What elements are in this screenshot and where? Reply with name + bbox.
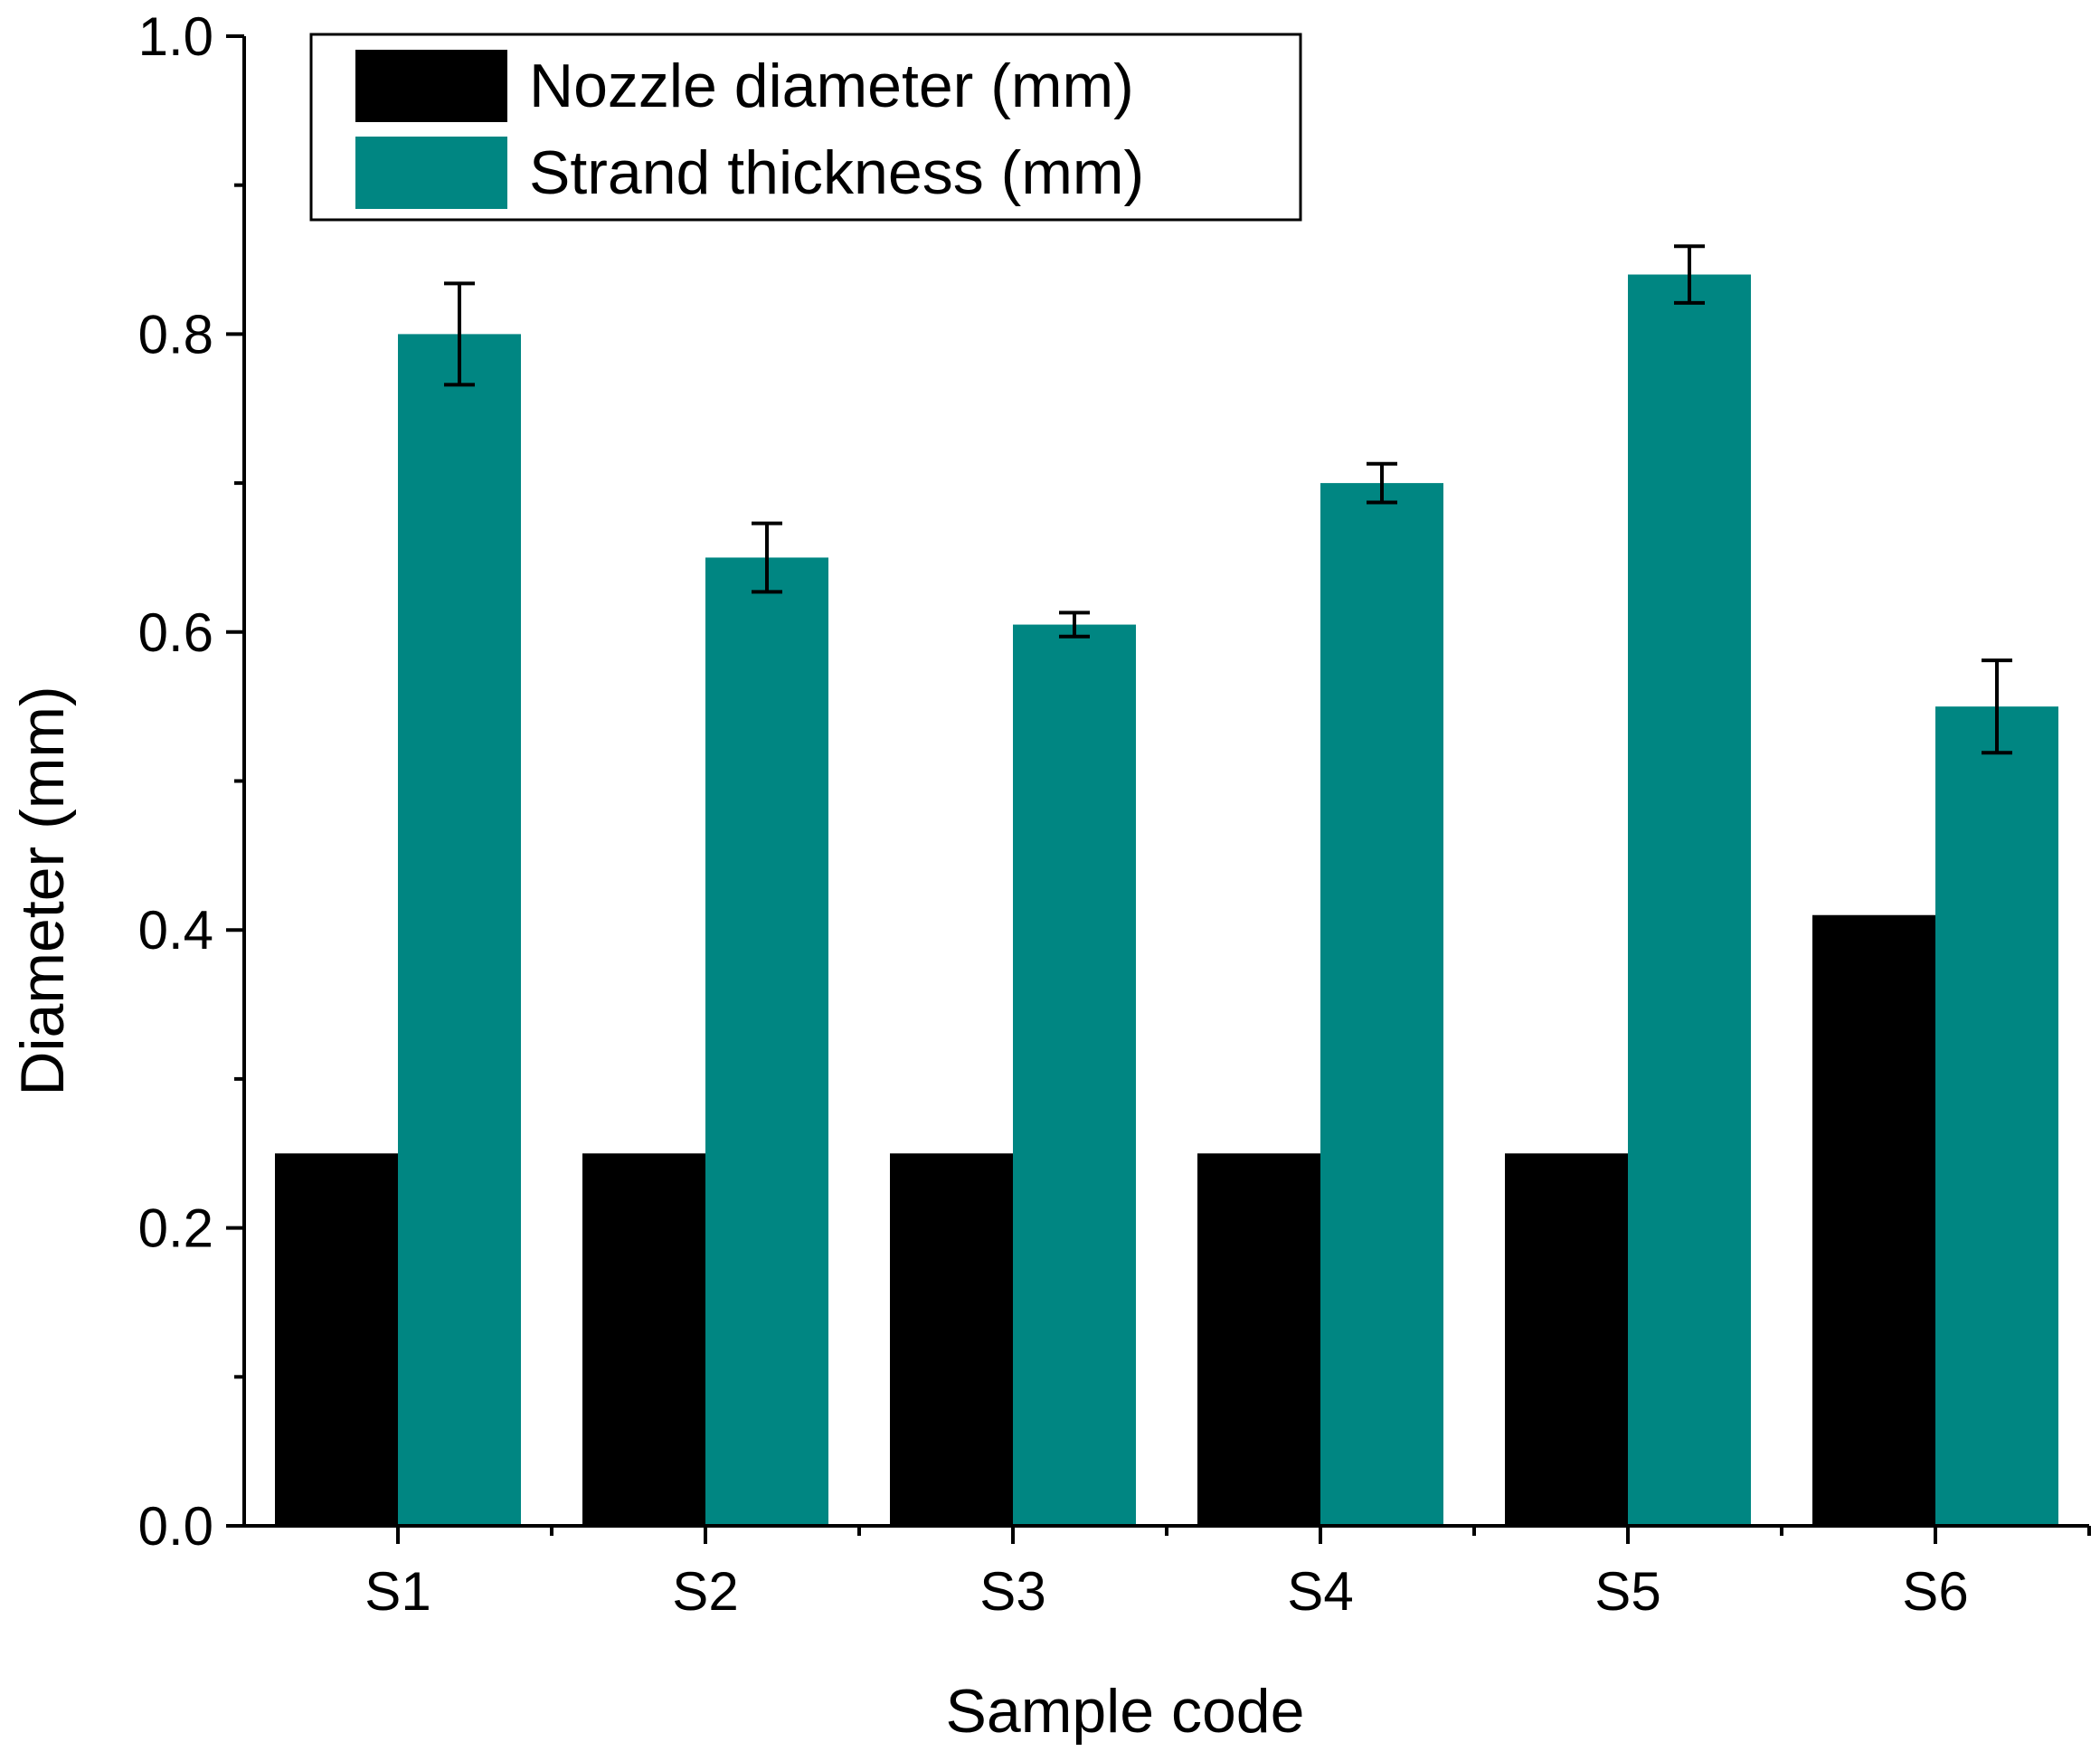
bar-strand-s1	[398, 334, 521, 1526]
bar-strand-s2	[705, 557, 828, 1527]
bar-nozzle-s2	[582, 1153, 705, 1526]
y-tick-label: 0.8	[138, 304, 213, 365]
bar-strand-s5	[1628, 274, 1751, 1526]
bar-nozzle-s3	[890, 1153, 1013, 1526]
bar-nozzle-s6	[1812, 914, 1935, 1526]
bar-nozzle-s1	[275, 1153, 398, 1526]
y-tick-label: 0.4	[138, 900, 213, 961]
bars-layer	[275, 274, 2058, 1527]
y-axis-title: Diameter (mm)	[8, 686, 77, 1095]
x-tick-label-s5: S5	[1594, 1561, 1660, 1622]
bar-strand-s4	[1320, 483, 1443, 1526]
legend-swatch-nozzle	[355, 50, 507, 122]
x-tick-label-s6: S6	[1902, 1561, 1968, 1622]
x-tick-label-s2: S2	[672, 1561, 738, 1622]
labels-layer: 0.0 0.2 0.4 0.6 0.8 1.0 S1 S2 S3 S4 S5 S6 Sample cod…	[8, 6, 1969, 1746]
bar-strand-s3	[1013, 624, 1136, 1526]
y-tick-label: 0.2	[138, 1198, 213, 1259]
legend-label-nozzle: Nozzle diameter (mm)	[529, 52, 1134, 120]
legend-label-strand: Strand thickness (mm)	[529, 138, 1144, 207]
x-tick-label-s4: S4	[1287, 1561, 1353, 1622]
legend: Nozzle diameter (mm) Strand thickness (mm…	[309, 33, 1302, 222]
y-tick-label: 1.0	[138, 6, 213, 67]
axes-layer	[226, 34, 2091, 1544]
x-tick-label-s3: S3	[979, 1561, 1045, 1622]
bar-nozzle-s4	[1197, 1153, 1320, 1526]
x-axis-title: Sample code	[946, 1677, 1305, 1746]
error-bars-layer	[444, 244, 2012, 755]
legend-swatch-strand	[355, 137, 507, 209]
y-tick-label: 0.6	[138, 602, 213, 663]
y-tick-label: 0.0	[138, 1496, 213, 1557]
bar-strand-s6	[1935, 706, 2058, 1526]
x-tick-label-s1: S1	[364, 1561, 430, 1622]
bar-nozzle-s5	[1505, 1153, 1628, 1526]
